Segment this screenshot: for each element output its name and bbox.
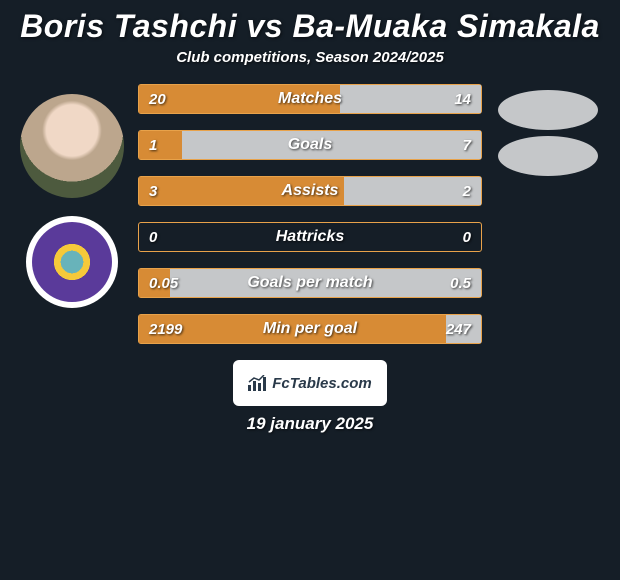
stat-label: Matches [139, 85, 481, 113]
stat-value-left: 2199 [139, 315, 192, 343]
stat-label: Goals per match [139, 269, 481, 297]
footer-date: 19 january 2025 [8, 414, 612, 434]
stat-value-left: 3 [139, 177, 167, 205]
brand-badge: FcTables.com [233, 360, 387, 406]
stat-value-right: 2 [453, 177, 481, 205]
stat-value-right: 14 [444, 85, 481, 113]
stat-row: Hattricks0 0 [138, 222, 482, 252]
stat-value-left: 0.05 [139, 269, 188, 297]
page-subtitle: Club competitions, Season 2024/2025 [8, 49, 612, 84]
stat-value-left: 0 [139, 223, 167, 251]
page-title: Boris Tashchi vs Ba-Muaka Simakala [8, 0, 612, 49]
brand-chart-icon [248, 375, 268, 391]
stat-value-right: 0 [453, 223, 481, 251]
stat-row: Goals per match0.05 0.5 [138, 268, 482, 298]
brand-text: FcTables.com [272, 375, 371, 392]
comparison-card: Boris Tashchi vs Ba-Muaka Simakala Club … [0, 0, 620, 580]
stat-row: Goals1 7 [138, 130, 482, 160]
player1-club-badge [26, 216, 118, 308]
stat-value-right: 7 [453, 131, 481, 159]
player2-club-badge [498, 136, 598, 176]
player2-avatar [498, 90, 598, 130]
stats-bars: Matches20 14 Goals1 7 Assists3 2 Hattricks0 0 Go… [138, 84, 482, 344]
stat-value-right: 0.5 [440, 269, 481, 297]
stat-row: Matches20 14 [138, 84, 482, 114]
stat-row: Assists3 2 [138, 176, 482, 206]
stat-label: Assists [139, 177, 481, 205]
stat-label: Goals [139, 131, 481, 159]
main-area: Matches20 14 Goals1 7 Assists3 2 Hattricks0 0 Go… [8, 84, 612, 344]
stat-value-left: 20 [139, 85, 176, 113]
player1-avatar [20, 94, 124, 198]
stat-value-right: 247 [436, 315, 481, 343]
right-player-col [484, 84, 612, 182]
left-player-col [8, 84, 136, 326]
club-badge-icon [32, 222, 112, 302]
stat-label: Hattricks [139, 223, 481, 251]
stat-row: Min per goal2199247 [138, 314, 482, 344]
stat-value-left: 1 [139, 131, 167, 159]
